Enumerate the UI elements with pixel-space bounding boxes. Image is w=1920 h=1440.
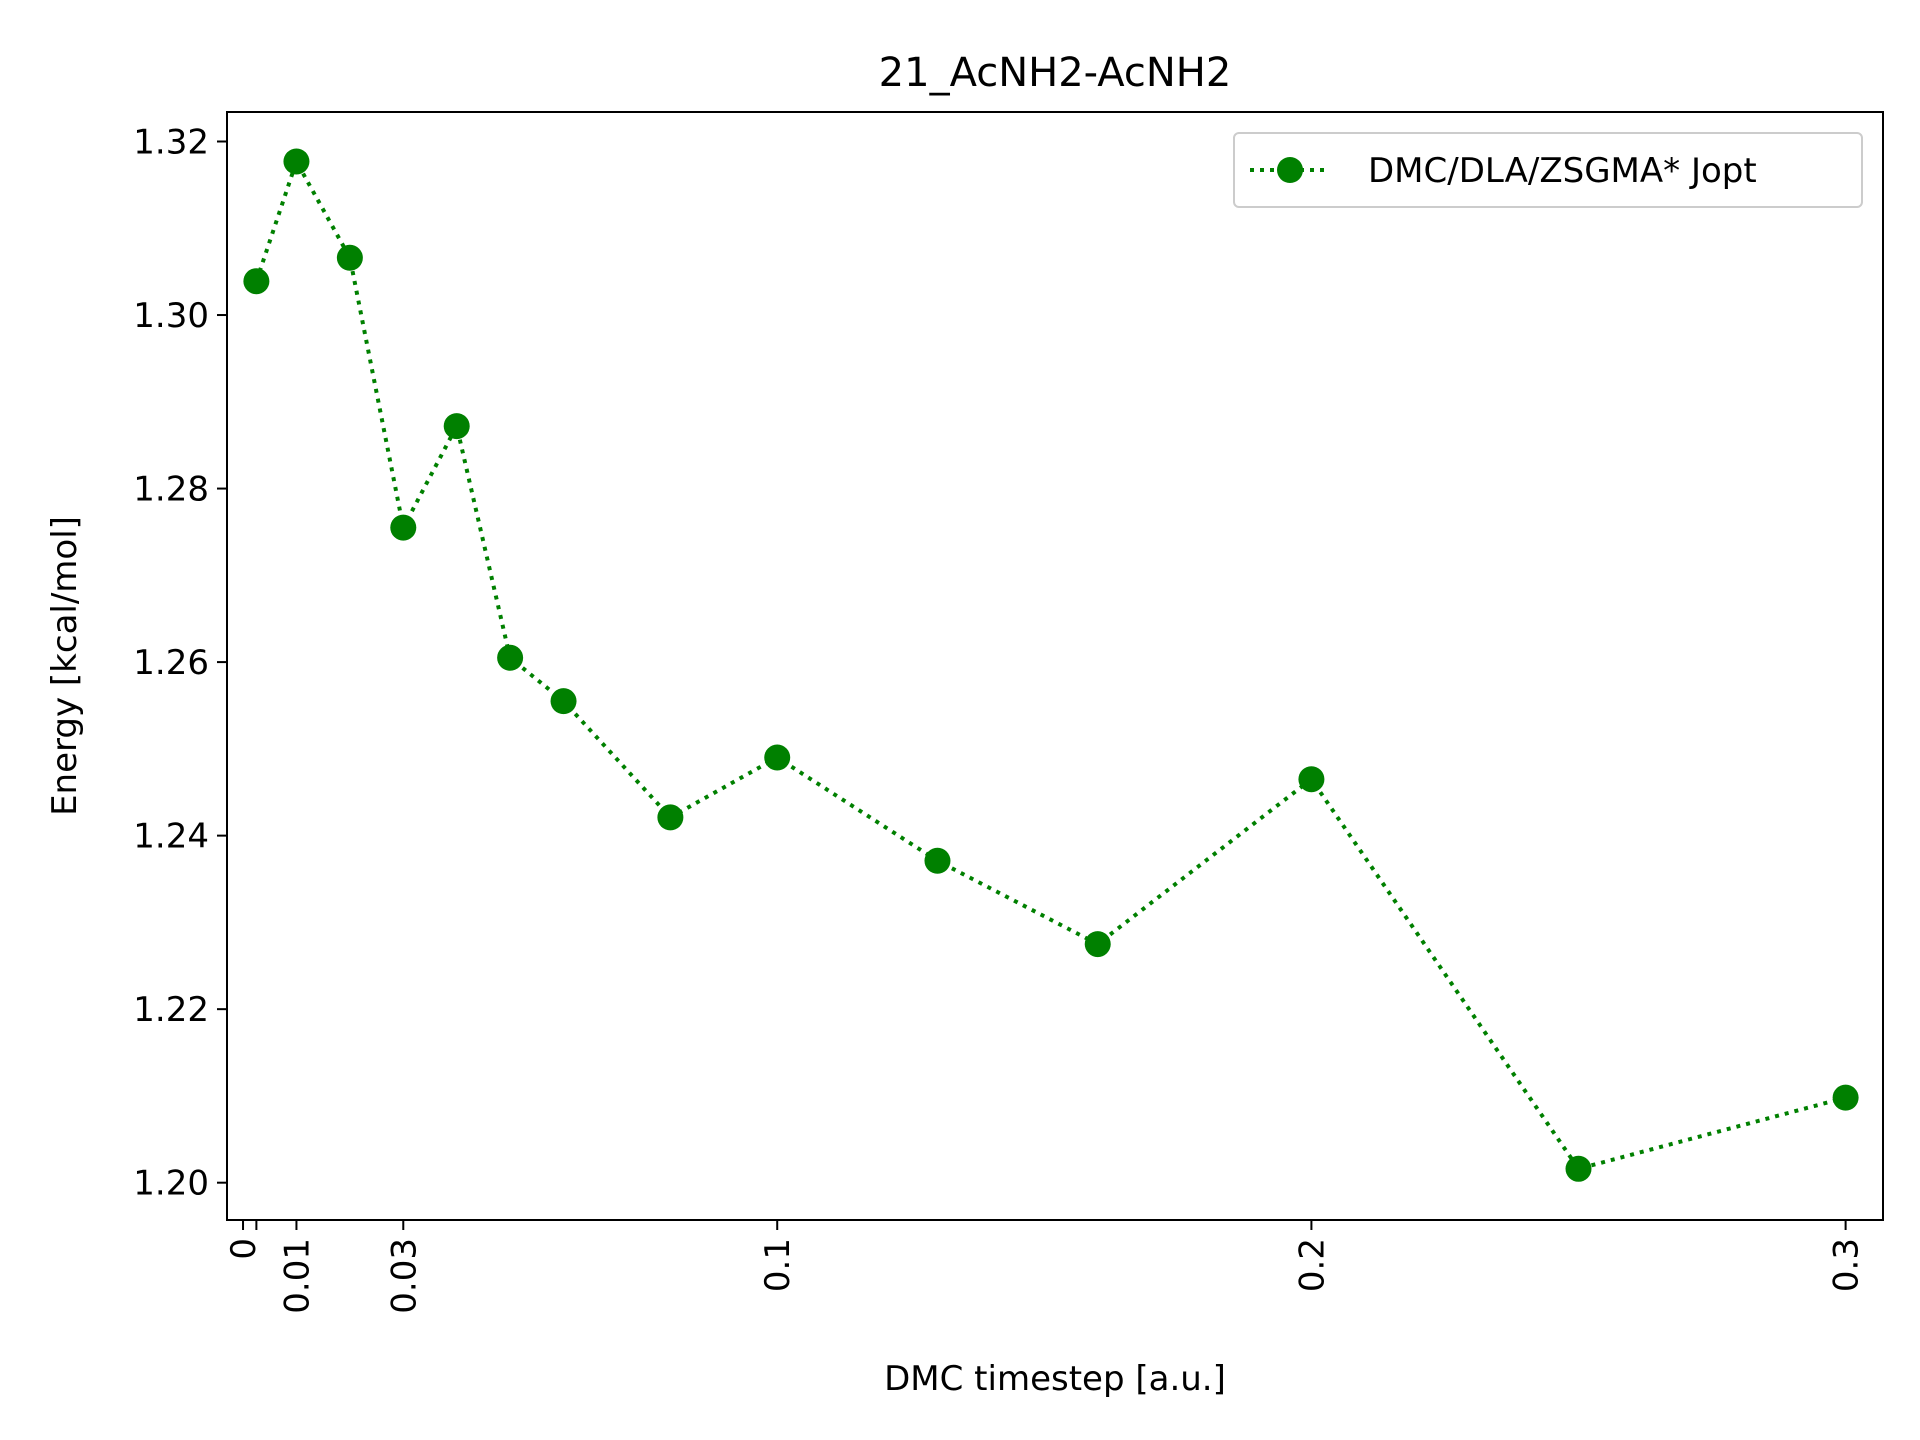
series-line bbox=[254, 156, 1847, 1172]
data-point bbox=[924, 847, 951, 874]
y-tick-label: 1.28 bbox=[133, 470, 209, 510]
y-axis-label: Energy [kcal/mol] bbox=[45, 516, 85, 816]
x-tick-label: 0.03 bbox=[384, 1238, 424, 1314]
legend-frame bbox=[1233, 132, 1863, 208]
x-tick-label: 0.2 bbox=[1292, 1238, 1332, 1292]
legend: DMC/DLA/ZSGMA* Jopt bbox=[1233, 132, 1863, 208]
data-point bbox=[1298, 766, 1325, 793]
data-point bbox=[443, 413, 470, 440]
data-point bbox=[657, 804, 684, 831]
legend-marker-sample bbox=[1277, 157, 1303, 183]
y-tick-label: 1.32 bbox=[133, 123, 209, 163]
chart-title: 21_AcNH2-AcNH2 bbox=[879, 50, 1232, 96]
data-point bbox=[390, 514, 417, 541]
y-tick-label: 1.26 bbox=[133, 643, 209, 683]
data-point bbox=[283, 148, 310, 175]
y-tick-label: 1.24 bbox=[133, 817, 209, 857]
legend-label: DMC/DLA/ZSGMA* Jopt bbox=[1368, 151, 1757, 191]
series-layer bbox=[243, 148, 1859, 1182]
y-tick-label: 1.20 bbox=[133, 1164, 209, 1204]
data-point bbox=[550, 688, 577, 715]
data-point bbox=[1832, 1084, 1859, 1111]
x-tick-label: 0.1 bbox=[758, 1238, 798, 1292]
data-point bbox=[764, 744, 791, 771]
y-axis-ticks: 1.20 1.22 1.24 1.26 1.28 1.30 1.32 bbox=[133, 123, 227, 1204]
data-point bbox=[336, 244, 363, 271]
x-tick-label: 0.3 bbox=[1827, 1238, 1867, 1292]
x-tick-label: 0 bbox=[224, 1238, 264, 1260]
y-tick-label: 1.30 bbox=[133, 296, 209, 336]
data-point bbox=[1084, 931, 1111, 958]
axes-frame bbox=[226, 111, 1884, 1221]
y-tick-label: 1.22 bbox=[133, 990, 209, 1030]
x-axis-ticks: 0 0.01 0.03 0.1 0.2 0.3 bbox=[224, 1220, 1867, 1314]
x-tick-label: 0.01 bbox=[277, 1238, 317, 1314]
data-point bbox=[497, 644, 524, 671]
x-axis-label: DMC timestep [a.u.] bbox=[884, 1359, 1226, 1399]
data-point bbox=[243, 268, 270, 295]
data-point bbox=[1565, 1155, 1592, 1182]
